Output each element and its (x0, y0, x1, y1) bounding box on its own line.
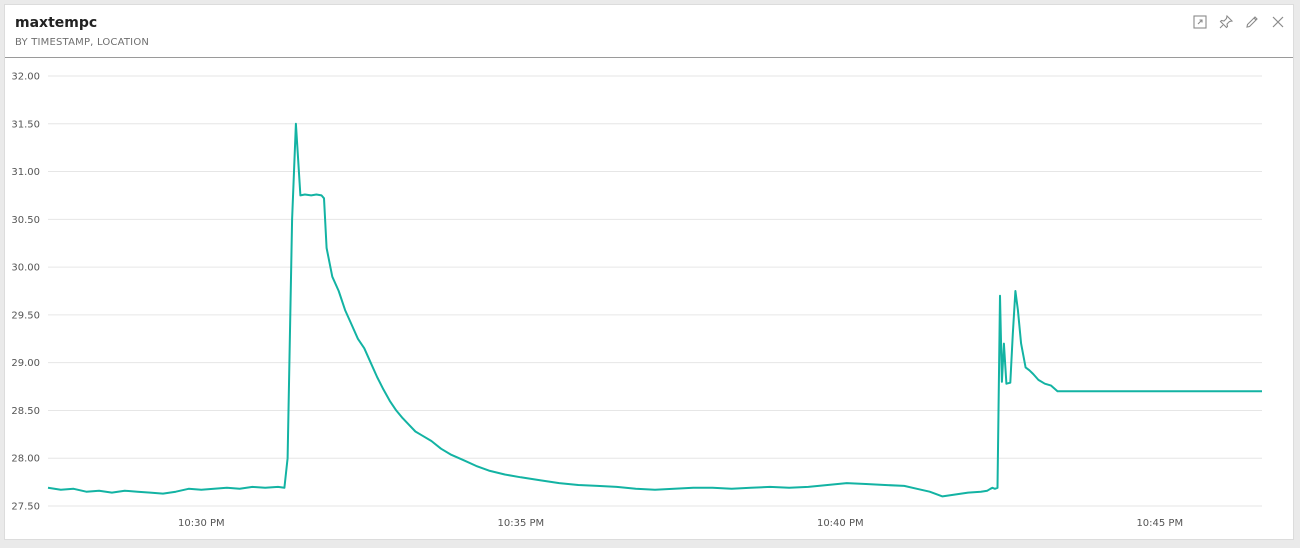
x-tick-label: 10:45 PM (1136, 518, 1183, 529)
grid-lines (48, 75, 1262, 507)
header-divider (5, 57, 1293, 58)
x-tick-label: 10:30 PM (178, 518, 225, 529)
y-tick-label: 31.00 (11, 167, 40, 178)
y-tick-label: 28.00 (11, 454, 40, 465)
series-layer (47, 122, 1262, 498)
pin-icon[interactable] (1217, 13, 1235, 31)
y-tick-label: 30.50 (11, 215, 40, 226)
series-line-maxtempc[interactable] (47, 122, 1262, 498)
chart-tile: maxtempc BY TIMESTAMP, LOCATION (4, 4, 1294, 540)
tile-toolbar (1191, 13, 1287, 31)
edit-icon[interactable] (1243, 13, 1261, 31)
y-tick-label: 31.50 (11, 119, 40, 130)
focus-mode-icon[interactable] (1191, 13, 1209, 31)
y-tick-label: 29.50 (11, 310, 40, 321)
y-tick-label: 30.00 (11, 263, 40, 274)
close-icon[interactable] (1269, 13, 1287, 31)
x-tick-label: 10:35 PM (497, 518, 544, 529)
y-axis-ticks: 27.50 28.00 28.50 29.00 29.50 30.00 30.50 31.00… (11, 72, 40, 513)
tile-subtitle: BY TIMESTAMP, LOCATION (15, 37, 150, 48)
y-tick-label: 27.50 (11, 502, 40, 513)
y-tick-label: 32.00 (11, 72, 40, 83)
x-tick-label: 10:40 PM (817, 518, 864, 529)
y-tick-label: 29.00 (11, 358, 40, 369)
y-tick-label: 28.50 (11, 406, 40, 417)
x-axis-ticks: 10:30 PM 10:35 PM 10:40 PM 10:45 PM (178, 518, 1183, 529)
tile-title: maxtempc (15, 15, 98, 31)
